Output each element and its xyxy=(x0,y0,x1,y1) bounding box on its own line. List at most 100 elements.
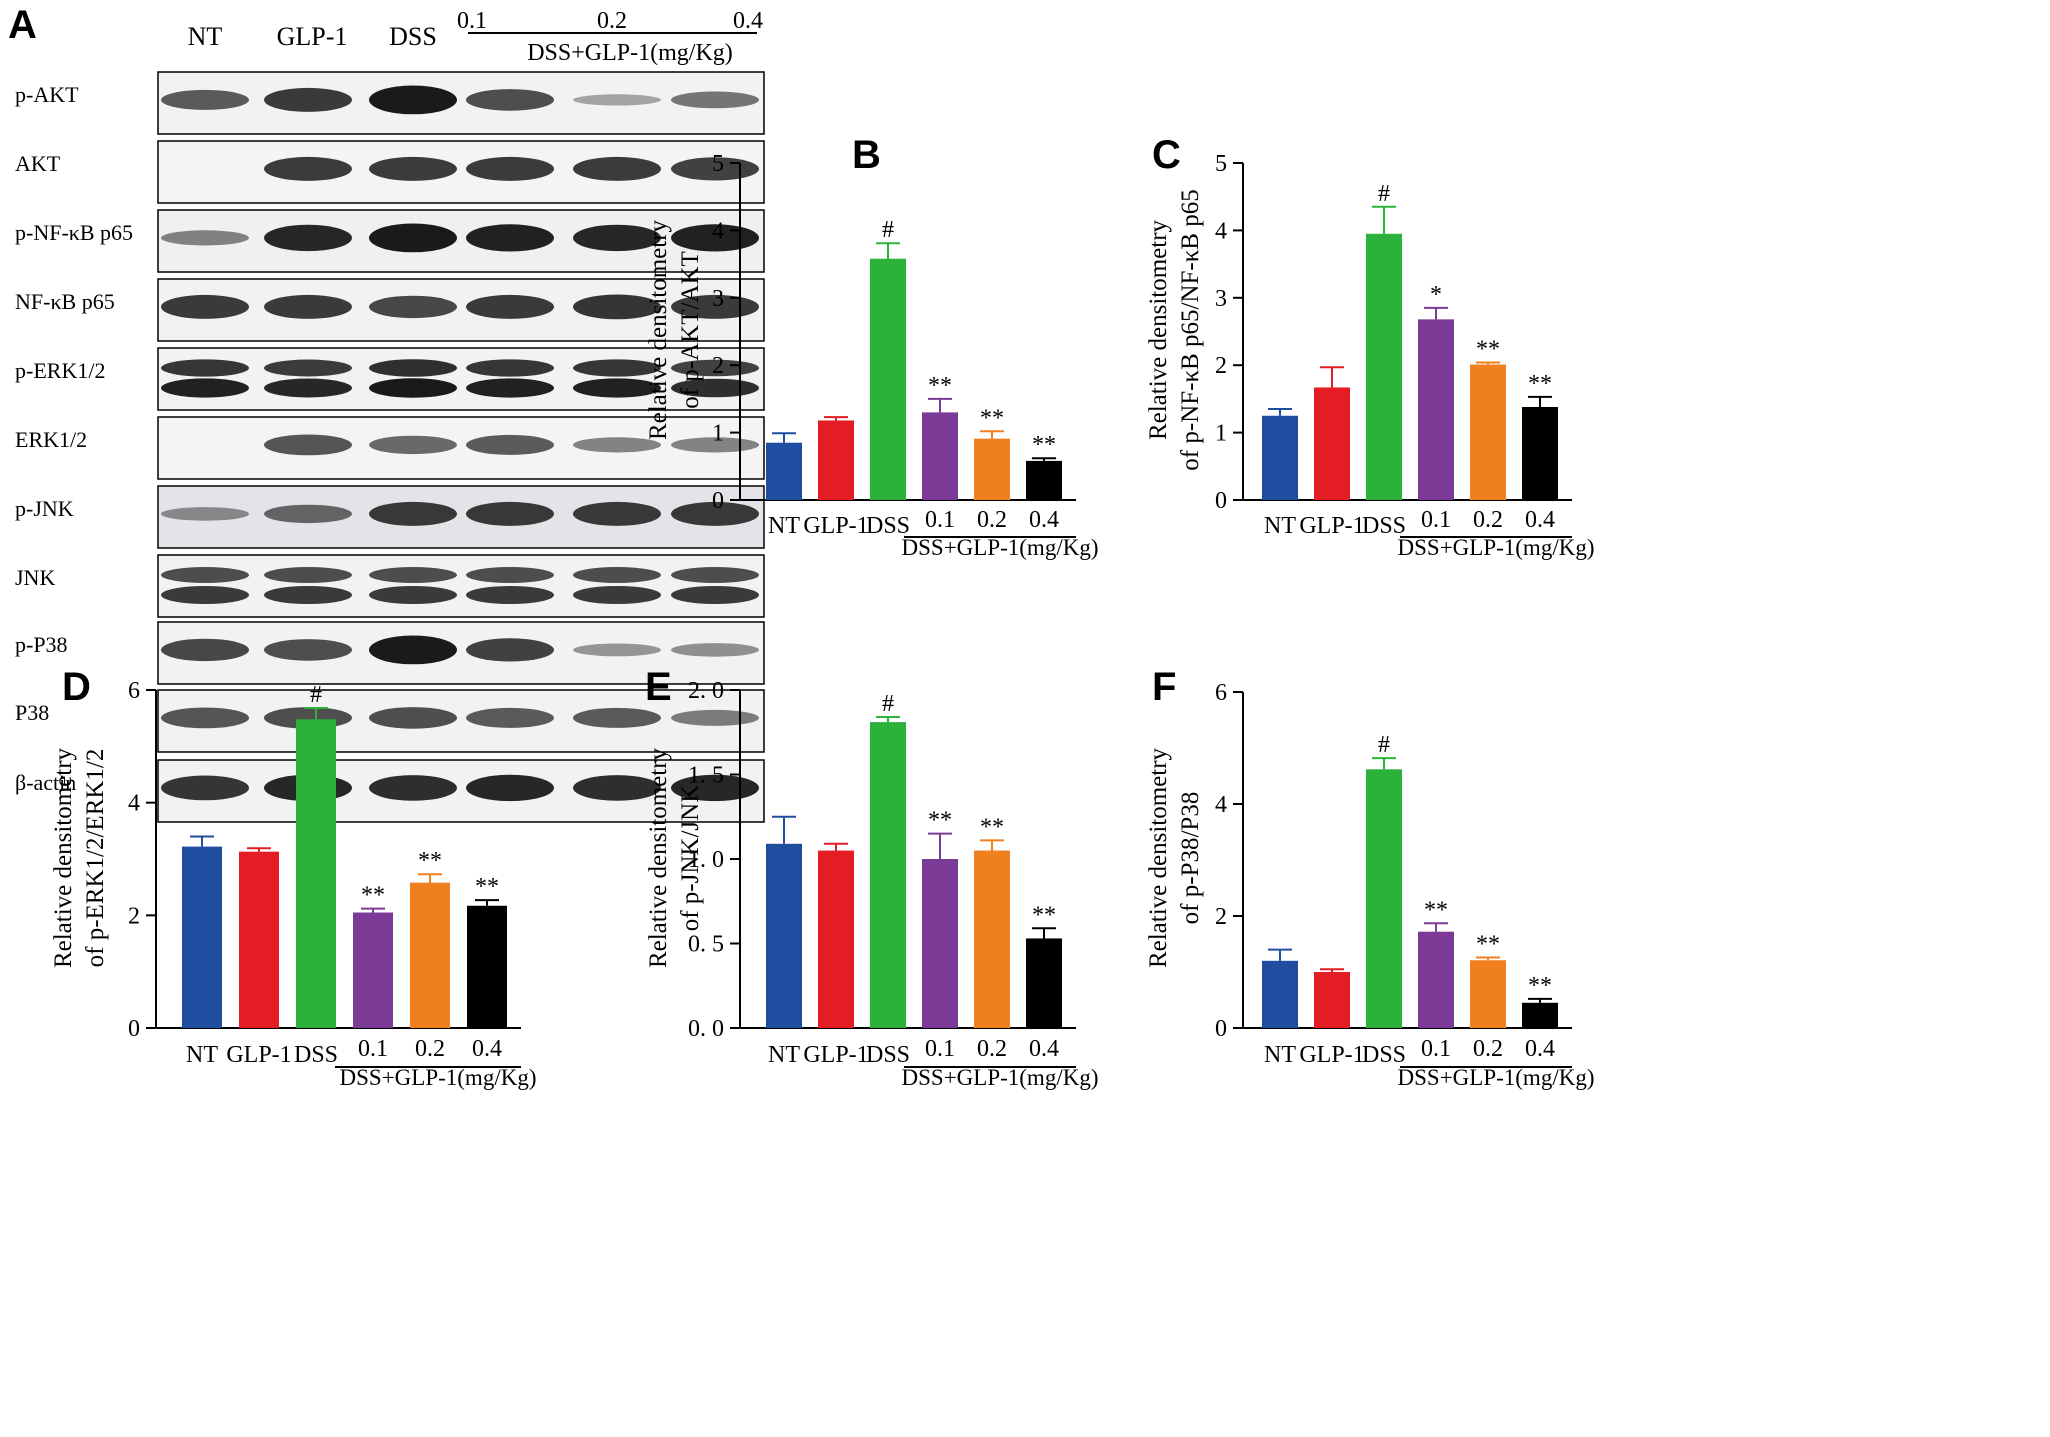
bar xyxy=(1470,960,1506,1028)
blot-band xyxy=(573,643,661,657)
bar xyxy=(410,882,450,1028)
y-tick-label: 5 xyxy=(1215,151,1227,177)
significance-mark: ** xyxy=(1032,902,1056,928)
blot-band xyxy=(264,378,352,398)
blot-band xyxy=(466,707,554,728)
y-tick-label: 2 xyxy=(128,903,140,929)
blot-band xyxy=(369,501,457,526)
bar xyxy=(818,850,854,1028)
chart-f: F 0 2 4 6 Relative densitometry of p-P38/P38 NT… xyxy=(1145,665,1594,1090)
significance-mark: ** xyxy=(1476,337,1500,363)
blot-band xyxy=(466,294,554,319)
blot-box xyxy=(157,347,765,411)
blot-band xyxy=(466,156,554,181)
blot-band xyxy=(466,586,554,604)
y-tick-label: 5 xyxy=(712,151,724,177)
blot-box xyxy=(157,621,765,685)
y-axis-label: Relative densitometry of p-JNK/JNK xyxy=(645,747,704,968)
bar xyxy=(1366,769,1402,1028)
chart-e: E 0. 0 0. 5 1. 0 1. 5 2. 0 Relative densitomet… xyxy=(645,665,1098,1090)
y-axis-label-line: of p-AKT/AKT xyxy=(677,251,704,409)
y-axis-label: Relative densitometry of p-ERK1/2/ERK1/2 xyxy=(50,747,109,968)
y-axis-label-line: of p-P38/P38 xyxy=(1177,792,1204,925)
blot-band xyxy=(161,89,249,110)
blot-band xyxy=(369,707,457,729)
y-tick-label: 0 xyxy=(712,488,724,514)
chart-d: D 0 2 4 6 Relative densitometry of p-ERK1/2/ER… xyxy=(50,665,536,1090)
x-tick-label: NT xyxy=(768,513,800,539)
blot-box xyxy=(157,689,765,753)
blot-label: β-actin xyxy=(15,770,76,795)
bar xyxy=(1026,460,1062,500)
y-tick-label: 1. 0 xyxy=(688,847,724,873)
dose-label: 0.4 xyxy=(733,8,763,34)
blot-box xyxy=(157,759,765,823)
significance-mark: ** xyxy=(1476,931,1500,957)
blot-label: p-AKT xyxy=(15,82,79,107)
blot-band xyxy=(161,507,249,521)
bar xyxy=(1522,1002,1558,1028)
blot-band xyxy=(369,567,457,583)
blot-band xyxy=(671,501,759,526)
significance-mark: ** xyxy=(1528,371,1552,397)
blot-band xyxy=(573,224,661,252)
bar xyxy=(766,442,802,500)
blot-box xyxy=(157,209,765,273)
panel-letter: D xyxy=(62,665,91,709)
y-tick-label: 0 xyxy=(1215,1016,1227,1042)
y-tick-label: 0. 5 xyxy=(688,932,724,958)
blot-band xyxy=(671,378,759,398)
dose-label: 0.1 xyxy=(457,8,487,34)
bar xyxy=(182,846,222,1028)
significance-mark: ** xyxy=(928,808,952,834)
blot-band xyxy=(161,294,249,319)
x-tick-label: 0.1 xyxy=(925,1036,955,1062)
blot-band xyxy=(466,501,554,526)
bar xyxy=(1314,387,1350,500)
y-tick-label: 3 xyxy=(1215,286,1227,312)
blot-band xyxy=(671,437,759,453)
x-tick-label: GLP-1 xyxy=(1299,1042,1364,1068)
x-tick-label: GLP-1 xyxy=(1299,513,1364,539)
blot-band xyxy=(466,224,554,252)
lane-label: DSS xyxy=(389,22,437,51)
blot-band xyxy=(369,586,457,604)
y-axis-label: Relative densitometry of p-AKT/AKT xyxy=(645,219,704,440)
y-tick-label: 6 xyxy=(1215,680,1227,706)
blot-band xyxy=(161,638,249,662)
blot-band xyxy=(161,378,249,398)
bar xyxy=(922,412,958,500)
y-tick-label: 0 xyxy=(128,1016,140,1042)
x-tick-label: 0.2 xyxy=(415,1036,445,1062)
blot-band xyxy=(671,567,759,583)
x-tick-label: DSS xyxy=(866,513,910,539)
y-tick-label: 1. 5 xyxy=(688,763,724,789)
x-tick-label: 0.1 xyxy=(358,1036,388,1062)
blot-band xyxy=(264,224,352,252)
blot-band xyxy=(161,707,249,729)
significance-mark: # xyxy=(882,217,894,243)
significance-mark: ** xyxy=(361,883,385,909)
blot-band xyxy=(264,504,352,524)
blot-label: P38 xyxy=(15,700,49,725)
significance-mark: ** xyxy=(928,373,952,399)
blot-band xyxy=(369,295,457,319)
x-tick-label: NT xyxy=(1264,513,1296,539)
blot-band xyxy=(573,378,661,398)
significance-mark: ** xyxy=(1424,897,1448,923)
blot-band xyxy=(671,359,759,377)
blot-band xyxy=(264,359,352,377)
blot-band xyxy=(264,434,352,456)
y-tick-label: 2. 0 xyxy=(688,678,724,704)
blot-band xyxy=(369,156,457,181)
x-tick-label: 0.2 xyxy=(977,1036,1007,1062)
panel-letter: C xyxy=(1152,133,1181,177)
bar xyxy=(766,843,802,1028)
x-tick-label: 0.2 xyxy=(1473,1036,1503,1062)
x-tick-label: 0.2 xyxy=(977,507,1007,533)
blot-band xyxy=(466,434,554,455)
x-tick-label: 0.4 xyxy=(1525,1036,1555,1062)
y-tick-label: 0. 0 xyxy=(688,1016,724,1042)
